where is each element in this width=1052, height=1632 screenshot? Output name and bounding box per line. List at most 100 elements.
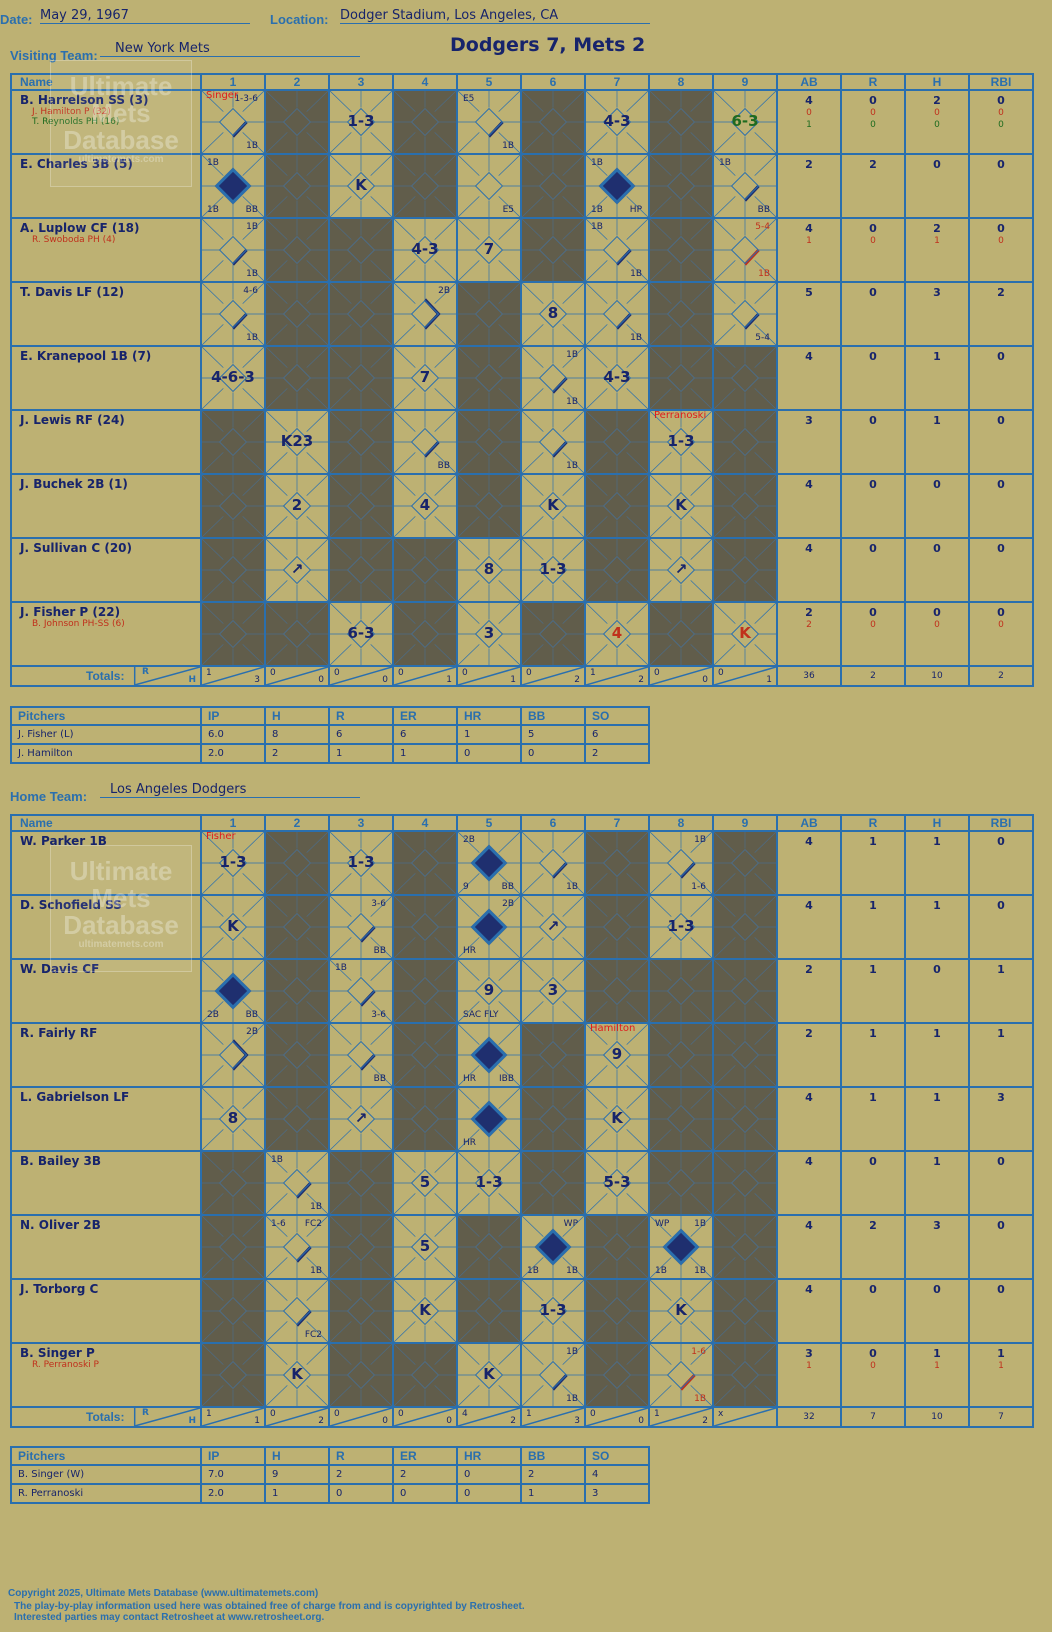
pitcher-hr: 1 [456,724,522,745]
stat-h: 3 [933,1219,941,1232]
at-bat-cell: ↗ [328,1086,394,1152]
totals-h-label: H [188,675,196,685]
stat-h: 0 [933,542,941,555]
inning-header-5: 5 [456,73,522,91]
total-divider [715,1409,775,1425]
batter-row: J. Fisher P (22) B. Johnson PH-SS (6) 6-3 3… [10,601,1034,667]
sub-stat-r: 0 [870,120,876,130]
pitcher-hr: 0 [456,1464,522,1485]
at-bat-cell: 1B BB [712,153,778,219]
field-lines [587,540,647,600]
stat-rbi-cell: 0 [968,473,1034,539]
stat-ab-cell: 5 [776,281,842,347]
play-annotation: 1-3-6 [234,94,258,104]
play-result: ↗ [290,560,304,578]
batter-name: B. Bailey 3B [20,1154,101,1168]
field-lines [523,897,583,957]
totals-r-label: R [142,1408,149,1418]
stat-r: 1 [869,1027,877,1040]
play-result: K [739,624,751,642]
pitch-header-er: ER [392,706,458,726]
at-bat-cell: 9 Hamilton [584,1022,650,1088]
total-divider [203,1409,263,1425]
stat-r-cell: 0 [840,281,906,347]
pitcher-name: R. Perranoski [10,1483,202,1504]
substitute-name: R. Swoboda PH (4) [32,235,116,245]
stat-ab-cell: 4 [776,1086,842,1152]
stat-h: 3 [933,286,941,299]
field-lines [587,220,647,280]
at-bat-cell [264,89,330,155]
play-annotation: WP [655,1219,670,1229]
stat-header-ab: AB [776,814,842,832]
footer-contact-line: Interested parties may contact Retroshee… [14,1612,325,1623]
stat-h-cell: 1 [904,1086,970,1152]
total-divider [331,1409,391,1425]
batter-name-cell: W. Parker 1B [10,830,202,896]
field-lines [715,1025,775,1085]
play-result: K [547,496,559,514]
stat-r-cell: 0 [840,345,906,411]
field-lines [331,348,391,408]
stat-rbi: 0 [997,222,1005,235]
field-lines [395,540,455,600]
field-lines [203,1345,263,1405]
stat-r-cell: 0 [840,473,906,539]
field-lines [715,220,775,280]
play-result: 1-3 [347,853,375,871]
play-annotation: E5 [463,94,475,104]
play-annotation: 1B [566,882,578,892]
play-annotation: 2B [502,899,514,909]
field-lines [587,833,647,893]
stat-rbi: 0 [997,94,1005,107]
inning-hits: 1 [254,1416,260,1426]
field-lines [267,1089,327,1149]
at-bat-cell [520,89,586,155]
stat-h: 0 [933,963,941,976]
play-annotation: IBB [498,1074,514,1084]
at-bat-cell: 5-4 [712,281,778,347]
field-lines [651,348,711,408]
stat-h: 0 [933,606,941,619]
total-divider [587,668,647,684]
play-result: K [419,1301,431,1319]
batter-row: W. Parker 1B 1-3 Fisher 1-3 2B 9 BB 1B 1B 1-6 4 1 1 0 [10,830,1034,896]
pitcher-row: R. Perranoski 2.0 1 0 0 0 1 3 [10,1483,650,1504]
play-annotation: 1-6 [691,882,706,892]
batter-name: R. Fairly RF [20,1026,98,1040]
field-lines [395,1345,455,1405]
at-bat-cell [392,537,458,603]
field-lines [459,1281,519,1341]
play-annotation: 1B [719,158,731,168]
inning-hits: 2 [510,1416,516,1426]
at-bat-cell: 2B [200,1022,266,1088]
totals-r-label: R [142,667,149,677]
stat-h-cell: 0 [904,473,970,539]
field-lines [587,604,647,664]
batter-row: E. Charles 3B (5) 1B 1B BB K E5 1B 1B HP 1B BB 2 2 0 0 [10,153,1034,219]
at-bat-cell: 1-3 [520,1278,586,1344]
at-bat-cell [584,409,650,475]
total-rbi-cell: 2 [968,665,1034,687]
batter-name: L. Gabrielson LF [20,1090,130,1104]
at-bat-cell [392,601,458,667]
field-lines [651,540,711,600]
play-result: 7 [419,368,431,386]
total-divider [587,1409,647,1425]
at-bat-cell [712,1086,778,1152]
field-lines [395,961,455,1021]
inning-runs: 1 [206,1409,212,1419]
stat-h-cell: 3 [904,281,970,347]
play-annotation: 1B [310,1266,322,1276]
field-lines [203,284,263,344]
pitcher-er: 1 [392,743,458,764]
stat-h: 0 [933,478,941,491]
inning-hits: 1 [446,675,452,685]
batter-row: J. Sullivan C (20) ↗ 8 1-3 ↗ 4 0 0 0 [10,537,1034,603]
pitcher-h: 2 [264,743,330,764]
at-bat-cell: 5-3 [584,1150,650,1216]
play-annotation: 1B [566,1347,578,1357]
